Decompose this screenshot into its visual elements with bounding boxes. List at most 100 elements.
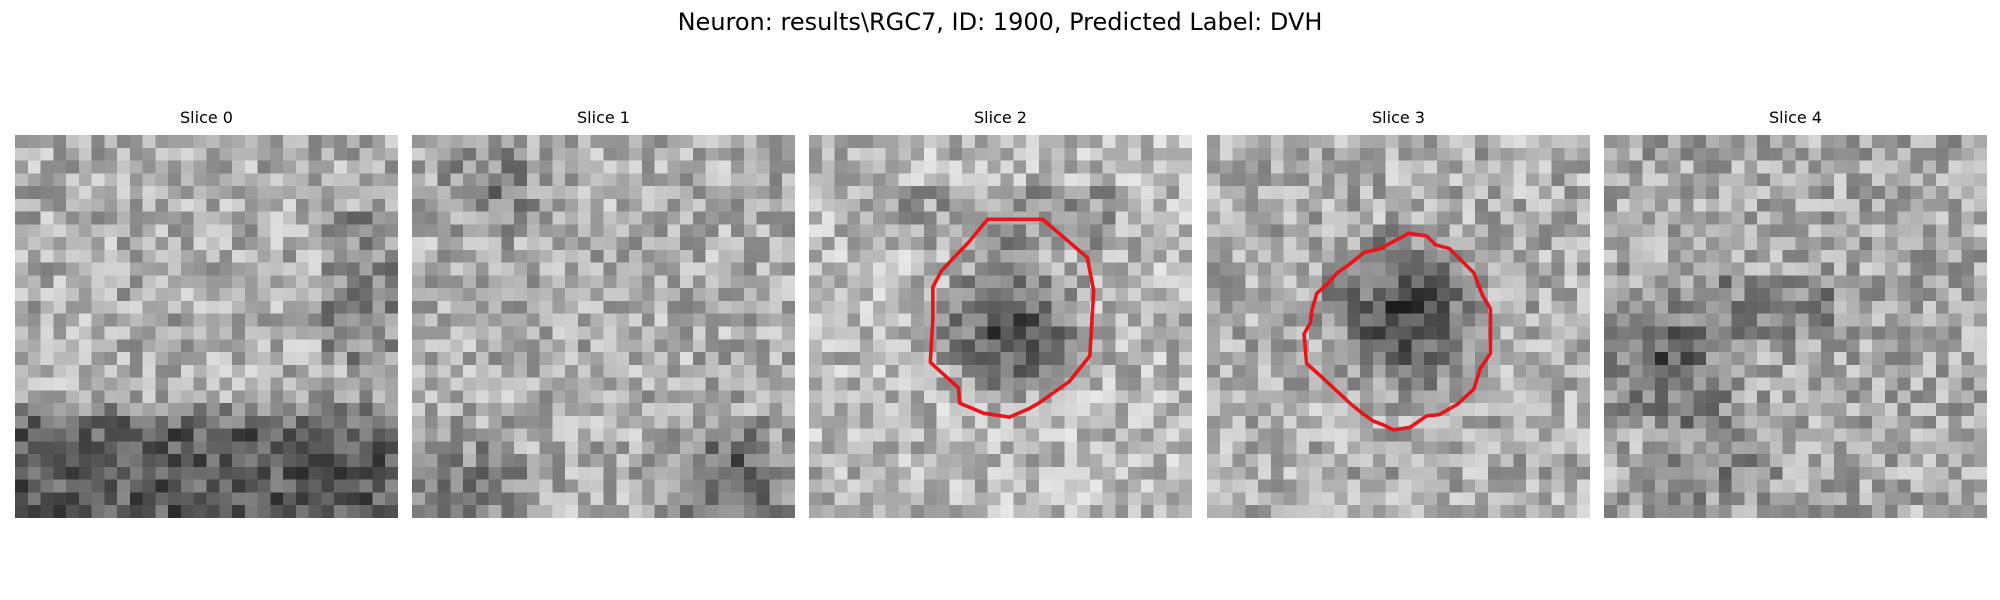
image-pixel xyxy=(1232,352,1246,366)
image-pixel xyxy=(1833,441,1847,455)
image-pixel xyxy=(129,186,143,200)
image-pixel xyxy=(1207,505,1221,518)
image-pixel xyxy=(834,415,848,429)
image-pixel xyxy=(898,313,912,327)
image-pixel xyxy=(1411,262,1425,276)
image-pixel xyxy=(1398,403,1412,417)
image-pixel xyxy=(1538,505,1552,518)
image-pixel xyxy=(1642,288,1656,302)
image-pixel xyxy=(1309,198,1323,212)
image-pixel xyxy=(526,352,540,366)
image-pixel xyxy=(257,186,271,200)
image-pixel xyxy=(1655,466,1669,480)
image-pixel xyxy=(1667,339,1681,353)
image-pixel xyxy=(641,288,655,302)
image-pixel xyxy=(66,377,80,391)
image-pixel xyxy=(680,224,694,238)
image-pixel xyxy=(1449,313,1463,327)
image-pixel xyxy=(718,300,732,314)
image-pixel xyxy=(1757,466,1771,480)
image-pixel xyxy=(257,364,271,378)
image-pixel xyxy=(40,249,54,263)
image-pixel xyxy=(232,262,246,276)
image-pixel xyxy=(603,326,617,340)
image-pixel xyxy=(911,377,925,391)
image-pixel xyxy=(949,288,963,302)
image-pixel xyxy=(117,186,131,200)
image-pixel xyxy=(782,352,795,366)
image-pixel xyxy=(78,135,92,149)
image-pixel xyxy=(1309,403,1323,417)
image-pixel xyxy=(1577,237,1590,251)
image-pixel xyxy=(424,211,438,225)
image-pixel xyxy=(1207,275,1221,289)
image-pixel xyxy=(1655,454,1669,468)
image-pixel xyxy=(1487,160,1501,174)
image-pixel xyxy=(769,352,783,366)
image-pixel xyxy=(1884,428,1898,442)
image-pixel xyxy=(782,403,795,417)
image-pixel xyxy=(1667,275,1681,289)
image-pixel xyxy=(1526,160,1540,174)
image-pixel xyxy=(1769,441,1783,455)
image-pixel xyxy=(1245,147,1259,161)
image-pixel xyxy=(1398,326,1412,340)
image-pixel xyxy=(1655,275,1669,289)
image-pixel xyxy=(488,505,502,518)
image-pixel xyxy=(117,492,131,506)
image-pixel xyxy=(104,428,118,442)
image-pixel xyxy=(372,198,386,212)
image-pixel xyxy=(1833,173,1847,187)
image-pixel xyxy=(346,415,360,429)
image-pixel xyxy=(629,415,643,429)
image-pixel xyxy=(705,160,719,174)
image-pixel xyxy=(450,211,464,225)
image-pixel xyxy=(1961,160,1975,174)
image-pixel xyxy=(308,505,322,518)
image-pixel xyxy=(552,403,566,417)
image-pixel xyxy=(244,160,258,174)
image-pixel xyxy=(27,173,41,187)
image-pixel xyxy=(1884,352,1898,366)
image-pixel xyxy=(1077,198,1091,212)
image-pixel xyxy=(911,428,925,442)
image-pixel xyxy=(1757,135,1771,149)
image-pixel xyxy=(1102,262,1116,276)
image-pixel xyxy=(1718,237,1732,251)
image-pixel xyxy=(1102,428,1116,442)
image-pixel xyxy=(27,415,41,429)
image-pixel xyxy=(450,249,464,263)
image-pixel xyxy=(834,147,848,161)
image-pixel xyxy=(1411,186,1425,200)
image-pixel xyxy=(1897,364,1911,378)
image-pixel xyxy=(1961,211,1975,225)
image-pixel xyxy=(1462,224,1476,238)
image-pixel xyxy=(372,326,386,340)
image-pixel xyxy=(743,364,757,378)
image-pixel xyxy=(15,186,29,200)
image-pixel xyxy=(769,275,783,289)
image-pixel xyxy=(385,173,398,187)
image-pixel xyxy=(385,224,398,238)
image-pixel xyxy=(1680,262,1694,276)
image-pixel xyxy=(206,403,220,417)
image-pixel xyxy=(1128,339,1142,353)
image-pixel xyxy=(1115,313,1129,327)
image-pixel xyxy=(270,492,284,506)
image-pixel xyxy=(1564,403,1578,417)
image-pixel xyxy=(1551,415,1565,429)
image-pixel xyxy=(1219,415,1233,429)
image-pixel xyxy=(565,505,579,518)
image-pixel xyxy=(168,339,182,353)
image-pixel xyxy=(847,428,861,442)
image-pixel xyxy=(1667,262,1681,276)
image-pixel xyxy=(962,492,976,506)
image-pixel xyxy=(590,364,604,378)
image-pixel xyxy=(1140,211,1154,225)
image-pixel xyxy=(1872,441,1886,455)
image-pixel xyxy=(1859,364,1873,378)
image-pixel xyxy=(1207,300,1221,314)
image-pixel xyxy=(1309,441,1323,455)
image-pixel xyxy=(552,262,566,276)
image-pixel xyxy=(1693,454,1707,468)
